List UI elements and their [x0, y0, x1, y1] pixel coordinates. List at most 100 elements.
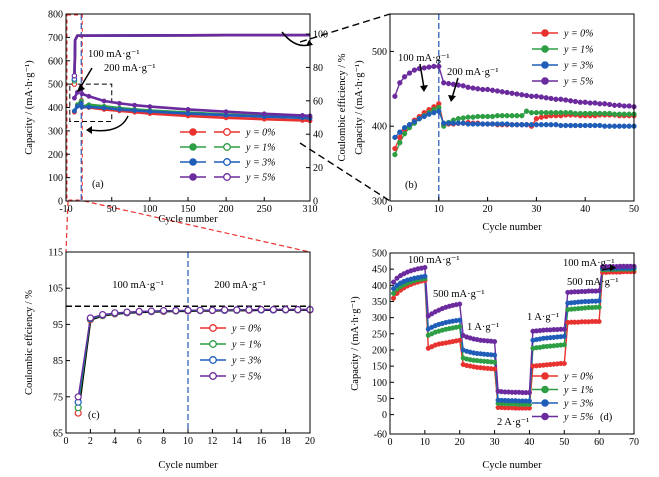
panel-b-point — [533, 110, 540, 116]
panel-d-point — [492, 352, 498, 358]
panel-d-point — [492, 339, 498, 345]
panel-c-axes: 0 2 4 6 8 10 12 14 16 18 20 65 75 85 95 105 115 — [48, 248, 315, 448]
panel-b-y-axis-label: Capacity / (mA·h·g⁻¹) — [354, 60, 365, 155]
panel-d-x-tick-label: 10 — [420, 437, 430, 448]
panel-b-x-tick-label: 50 — [629, 204, 639, 215]
panel-b-annotation-200: 200 mA·g⁻¹ — [447, 67, 499, 78]
panel-b-legend-marker — [541, 45, 549, 53]
panel-b-point — [489, 113, 496, 120]
panel-d-annotation-4: 1 A·g⁻¹ — [527, 312, 559, 323]
panel-b-point — [543, 95, 549, 101]
panel-b-point — [392, 151, 398, 158]
panel-b-point — [397, 134, 403, 141]
panel-c-hollow-legend-label: y = 5% — [231, 372, 262, 383]
panel-c-series-line — [77, 309, 311, 408]
panel-d-point — [561, 333, 567, 339]
panel-a-x-tick-label: 310 — [303, 204, 318, 215]
panel-b-point — [509, 90, 515, 96]
panel-d-point — [561, 360, 567, 367]
panel-b-point — [587, 122, 593, 129]
panel-b-axes: 0 10 20 30 40 50 300 400 500 — [372, 47, 639, 215]
panel-d-point — [596, 288, 602, 294]
panel-b-point — [401, 74, 408, 80]
panel-b-point — [475, 121, 481, 127]
panel-b-point — [548, 95, 554, 102]
panel-a-y-tick-label: 100 — [48, 173, 63, 184]
panel-c-y-tick-label: 85 — [53, 356, 63, 367]
panel-c-y-tick-label: 105 — [48, 284, 63, 295]
panel-b-point — [606, 123, 613, 129]
panel-a-capacity-point — [116, 100, 122, 106]
panel-d-y-axis-label: Capacity / (mA·h·g⁻¹) — [350, 296, 361, 391]
panel-b-point — [436, 108, 442, 114]
panel-b-label: (b) — [405, 180, 418, 191]
panel-c-point — [184, 306, 192, 314]
panel-d-point — [394, 275, 400, 281]
panel-b-point — [392, 134, 398, 141]
panel-b-legend-marker — [541, 61, 549, 69]
panel-b-point — [548, 110, 554, 116]
panel-a-legend-marker — [223, 143, 231, 151]
panel-b-legend-marker — [541, 29, 549, 37]
panel-d-point — [390, 279, 397, 285]
panel-d-annotation-3: 2 A·g⁻¹ — [497, 417, 529, 428]
panel-b-point — [533, 93, 540, 99]
panel-d-y-tick-label: 350 — [372, 297, 387, 308]
panel-b-point — [397, 140, 403, 146]
panel-c-point — [221, 306, 229, 314]
panel-b-arrow-200-head — [448, 95, 456, 102]
panel-b-legend-label: y = 5% — [563, 77, 594, 88]
panel-b-point — [392, 145, 398, 152]
panel-c-point — [233, 306, 241, 314]
panel-c-hollow-legend-label: y = 1% — [231, 340, 262, 351]
panel-b-point — [528, 122, 535, 128]
panel-b-point — [592, 100, 598, 106]
panel-b-point — [553, 110, 559, 116]
panel-b-point — [411, 67, 418, 73]
panel-a-legend-label: y = 5% — [245, 173, 276, 184]
panel-a-legend-label: y = 3% — [245, 158, 276, 169]
panel-d-annotation-5: 500 mA·g⁻¹ — [567, 277, 619, 288]
panel-b-point — [558, 110, 564, 116]
panel-c-point — [111, 309, 119, 317]
panel-d-x-tick-label: 70 — [629, 437, 639, 448]
panel-c-series-line — [77, 308, 310, 414]
panel-d-point — [422, 273, 428, 279]
panel-c-marks — [66, 252, 314, 433]
panel-d-x-tick-label: 30 — [490, 437, 500, 448]
panel-b-point — [460, 120, 466, 126]
panel-a-x-tick-label: 250 — [257, 204, 272, 215]
panel-c-hollow-legend-marker — [209, 356, 217, 364]
panel-b-point — [411, 119, 418, 125]
panel-d-axes: 0 10 20 30 40 50 60 70-600501001502002503003504… — [372, 249, 639, 449]
panel-d-point — [390, 286, 397, 292]
panel-d-y-tick-label: 250 — [372, 329, 387, 340]
panel-b-x-tick-label: 20 — [483, 204, 493, 215]
panel-b-point — [577, 110, 583, 117]
panel-c-series-line — [77, 309, 310, 397]
panel-b-point — [509, 113, 515, 119]
panel-c-hollow-legend-marker — [209, 324, 217, 332]
panel-a-y2-tick-label: 100 — [313, 30, 328, 41]
panel-c-y-axis-label: Coulombic effciency / % — [24, 290, 35, 395]
panel-d-point — [526, 390, 532, 396]
panel-b-point — [621, 123, 627, 129]
panel-c-x-tick-label: 6 — [137, 436, 142, 447]
panel-a-capacity-point — [86, 104, 92, 110]
panel-d-marks — [390, 263, 637, 411]
panel-b-x-axis-label: Cycle number — [482, 222, 542, 233]
panel-b-point — [587, 100, 593, 106]
panel-b-point — [602, 101, 608, 107]
panel-b-point — [441, 120, 447, 126]
panel-b-point — [494, 113, 501, 119]
panel-a-capacity-point — [86, 93, 92, 99]
panel-b-point — [543, 110, 549, 116]
panel-c-x-tick-label: 20 — [305, 436, 315, 447]
panel-b-point — [470, 121, 476, 127]
panel-b-y-tick-label: 400 — [372, 122, 387, 133]
panel-a-legend-label: y = 0% — [245, 128, 276, 139]
panel-a-efficiency-arrow-head — [306, 40, 313, 46]
panel-b-point — [597, 110, 603, 117]
panel-b-point — [504, 89, 510, 96]
panel-a-capacity-point — [261, 111, 267, 117]
